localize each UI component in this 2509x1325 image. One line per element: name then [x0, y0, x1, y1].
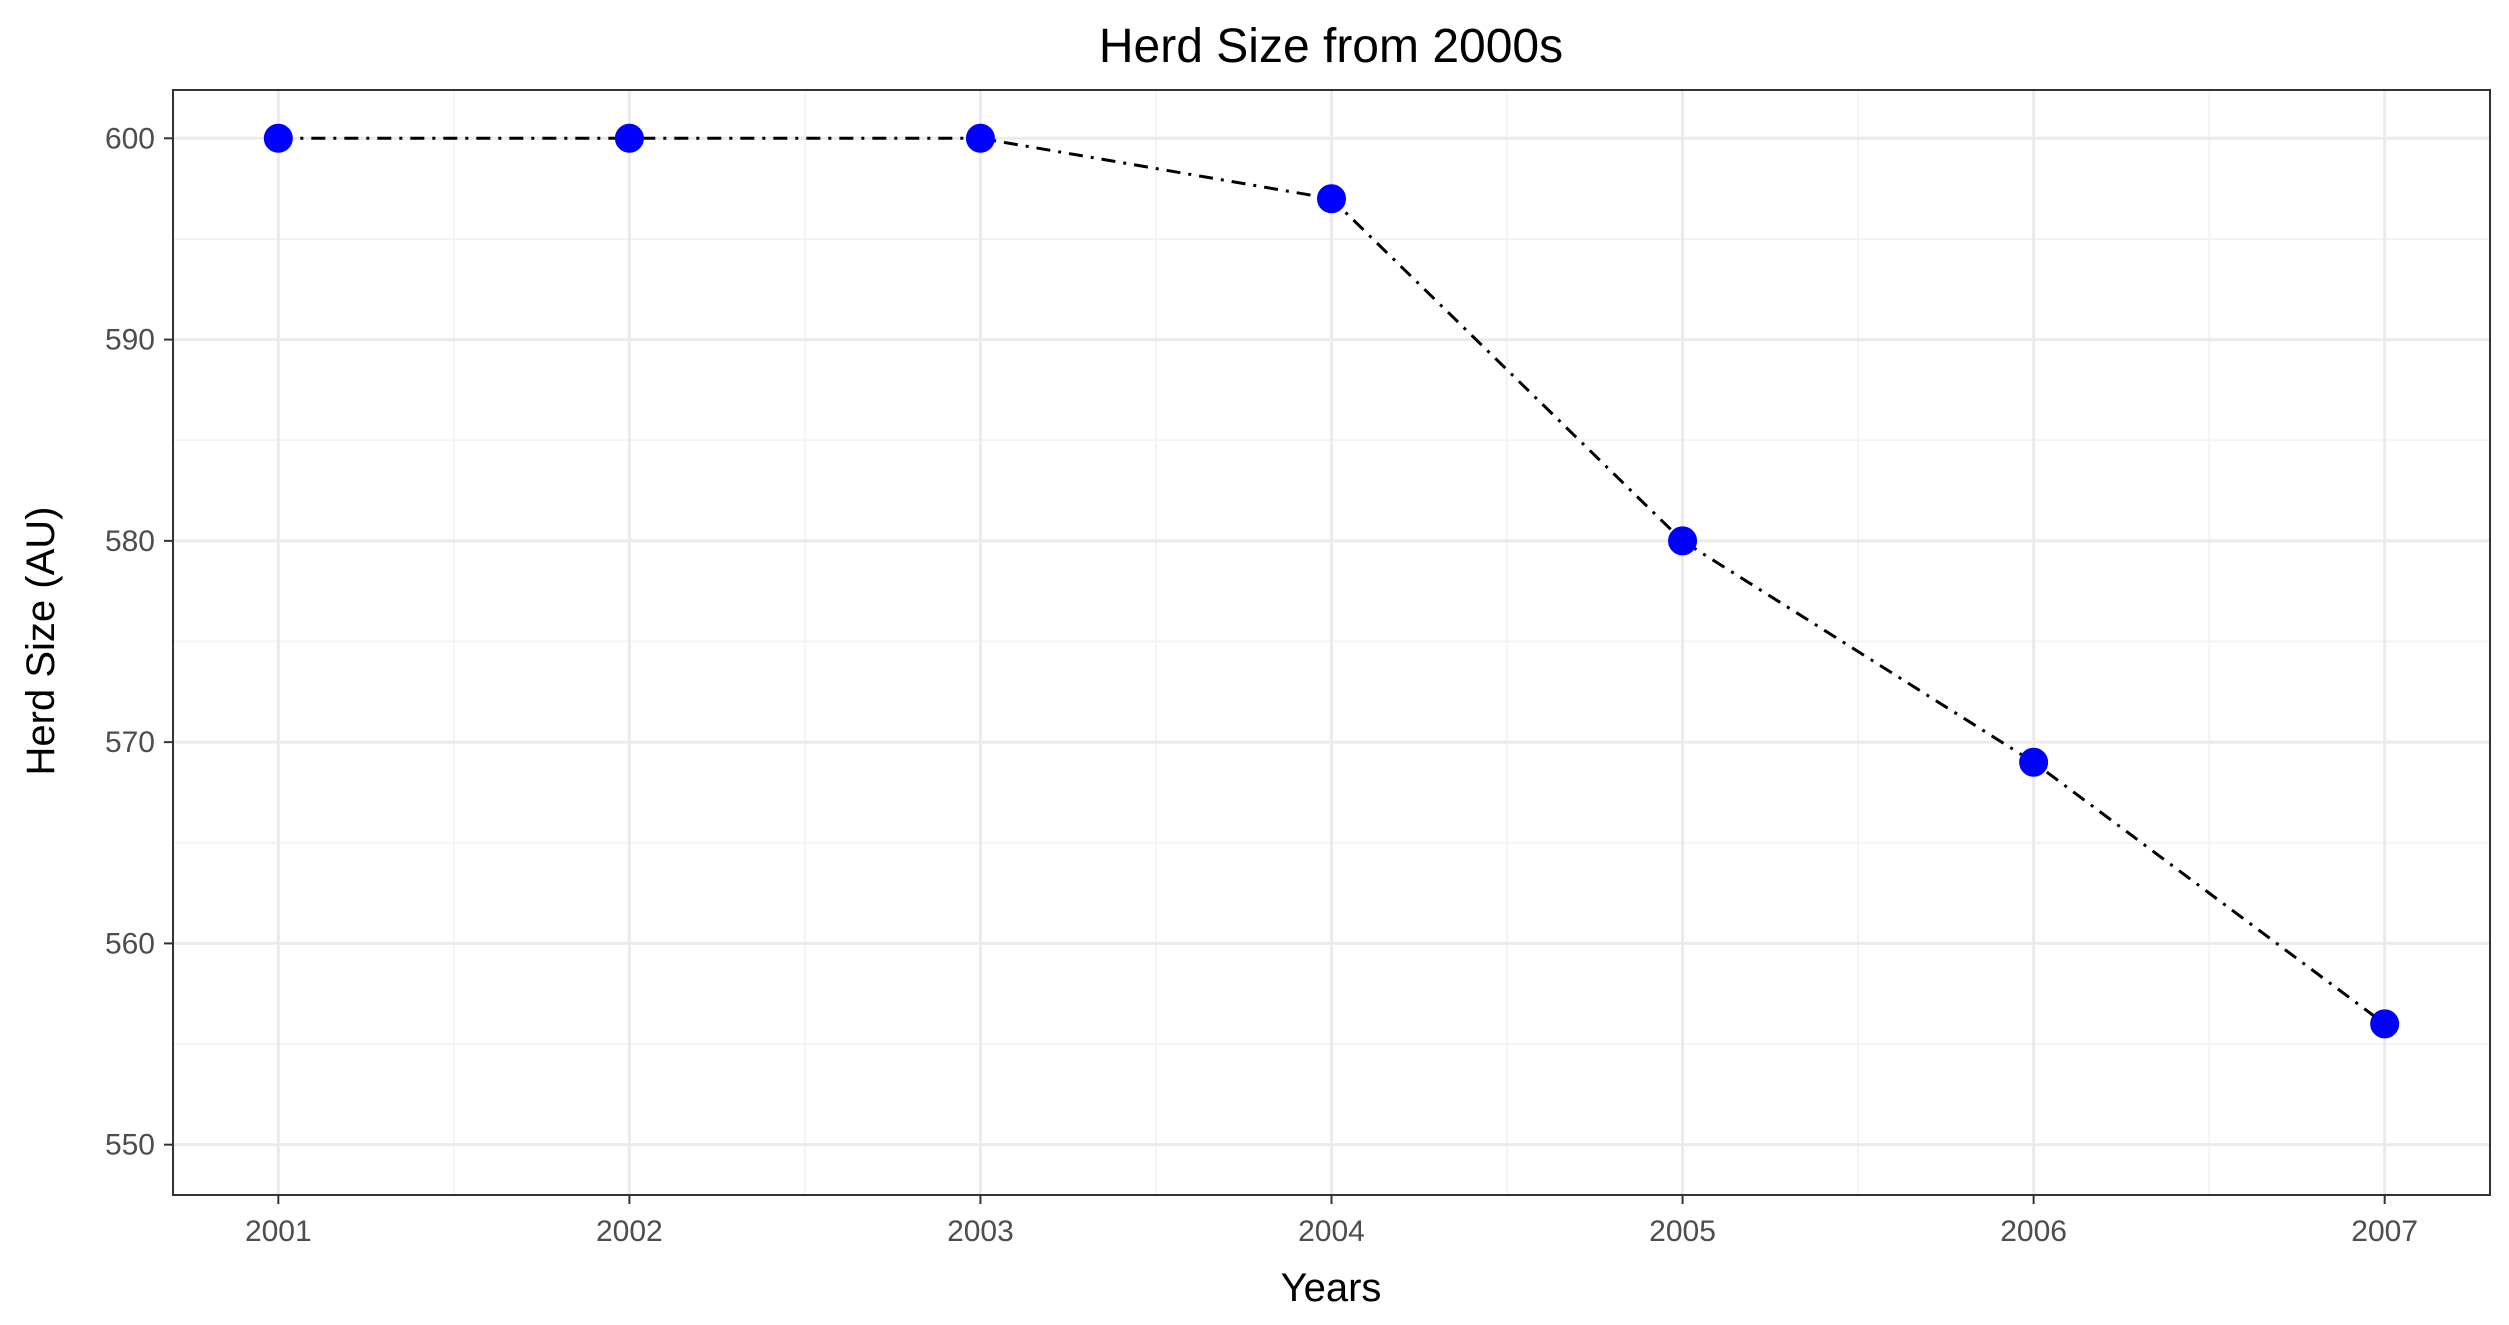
chart-title: Herd Size from 2000s: [1099, 20, 1563, 73]
x-axis-title: Years: [1281, 1266, 1382, 1310]
x-tick-label: 2005: [1649, 1215, 1716, 1248]
x-tick-label: 2002: [596, 1215, 663, 1248]
data-points: [263, 123, 2400, 1039]
data-point: [2019, 747, 2049, 777]
x-tick-label: 2001: [245, 1215, 312, 1248]
major-gridlines: [173, 90, 2490, 1195]
data-point: [965, 123, 995, 153]
y-tick-label: 590: [105, 324, 155, 357]
x-tick-label: 2003: [947, 1215, 1014, 1248]
x-tick-label: 2006: [2000, 1215, 2067, 1248]
y-tick-label: 550: [105, 1129, 155, 1162]
data-point: [2370, 1009, 2400, 1039]
data-point: [614, 123, 644, 153]
x-tick-label: 2007: [2351, 1215, 2418, 1248]
x-axis: 2001 2002 2003 2004 2005 2006 2007: [245, 1195, 2418, 1248]
data-point: [1668, 526, 1698, 556]
y-tick-label: 570: [105, 726, 155, 759]
y-tick-label: 560: [105, 927, 155, 960]
y-tick-label: 580: [105, 525, 155, 558]
y-tick-label: 600: [105, 122, 155, 155]
data-point: [1317, 184, 1346, 214]
data-point: [263, 123, 293, 153]
y-axis: 550 560 570 580 590 600: [105, 122, 173, 1162]
y-axis-title: Herd Size (AU): [19, 507, 63, 776]
x-tick-label: 2004: [1298, 1215, 1365, 1248]
